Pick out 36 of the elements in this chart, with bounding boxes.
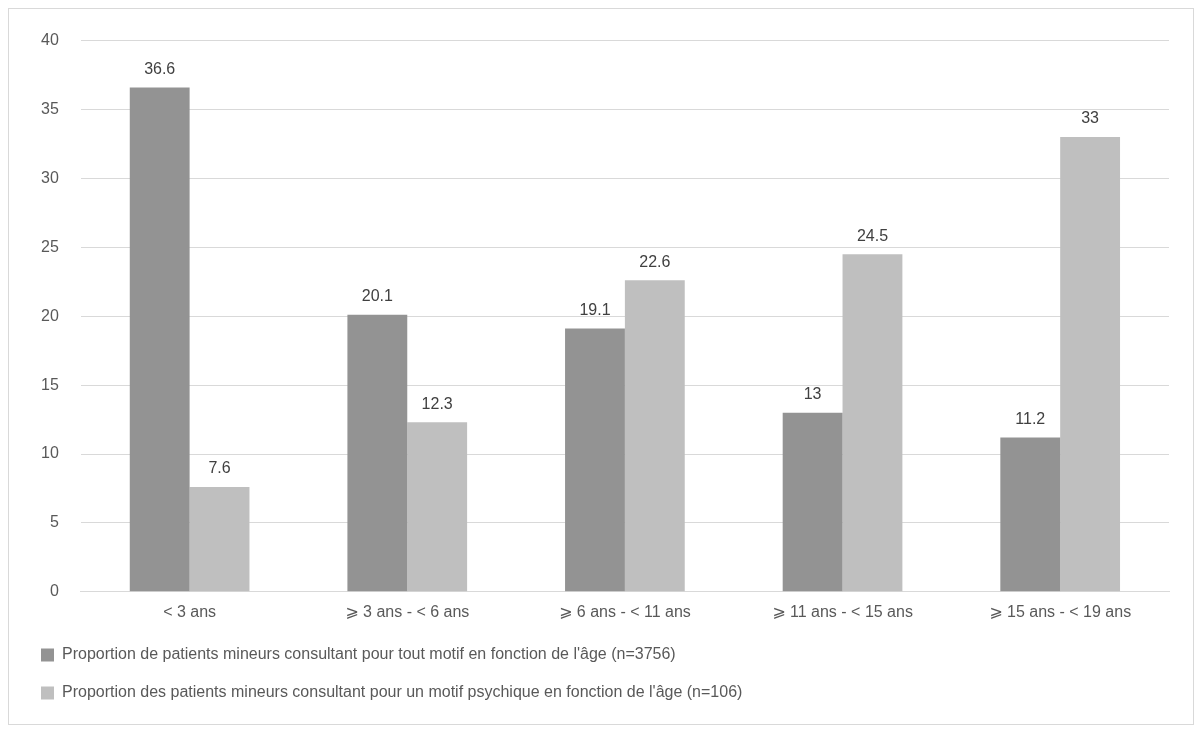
x-tick-label: ⩾ 3 ans - < 6 ans [345,602,470,620]
bar [565,328,625,592]
y-tick-label: 10 [41,444,59,462]
data-label: 19.1 [579,301,611,319]
x-tick-label: < 3 ans [163,602,217,620]
data-label: 36.6 [144,59,176,77]
y-tick-label: 30 [41,168,59,186]
y-tick-label: 35 [41,99,59,117]
x-tick-label: ⩾ 15 ans - < 19 ans [989,602,1132,620]
data-label: 20.1 [361,287,393,305]
bar [129,87,190,592]
data-label: 13 [803,385,822,403]
bar [189,487,250,592]
y-tick-label: 15 [41,375,59,393]
data-label: 22.6 [639,252,671,270]
bar [624,280,685,592]
bar [782,412,843,592]
legend-label: Proportion de patients mineurs consultant pour tout motif en fonction de l'âge (n=3756) [62,645,676,663]
data-label: 12.3 [421,394,453,412]
y-tick-label: 20 [41,306,59,324]
y-tick-label: 25 [41,237,59,255]
bar [347,314,408,592]
data-label: 11.2 [1015,409,1046,427]
bar [407,422,468,592]
y-tick-label: 5 [49,513,59,531]
data-label: 24.5 [856,226,889,244]
legend-label: Proportion des patients mineurs consultant pour un motif psychique en fonction de l'âge (n=106) [62,683,743,701]
data-label: 33 [1081,109,1100,127]
bar [842,254,903,592]
x-tick-label: ⩾ 6 ans - < 11 ans [558,602,691,620]
y-tick-label: 40 [41,31,59,49]
y-tick-label: 0 [49,582,59,600]
x-tick-label: ⩾ 11 ans - < 15 ans [772,602,913,620]
data-label: 7.6 [208,459,231,477]
bar [1000,437,1061,592]
bar [1060,137,1121,592]
